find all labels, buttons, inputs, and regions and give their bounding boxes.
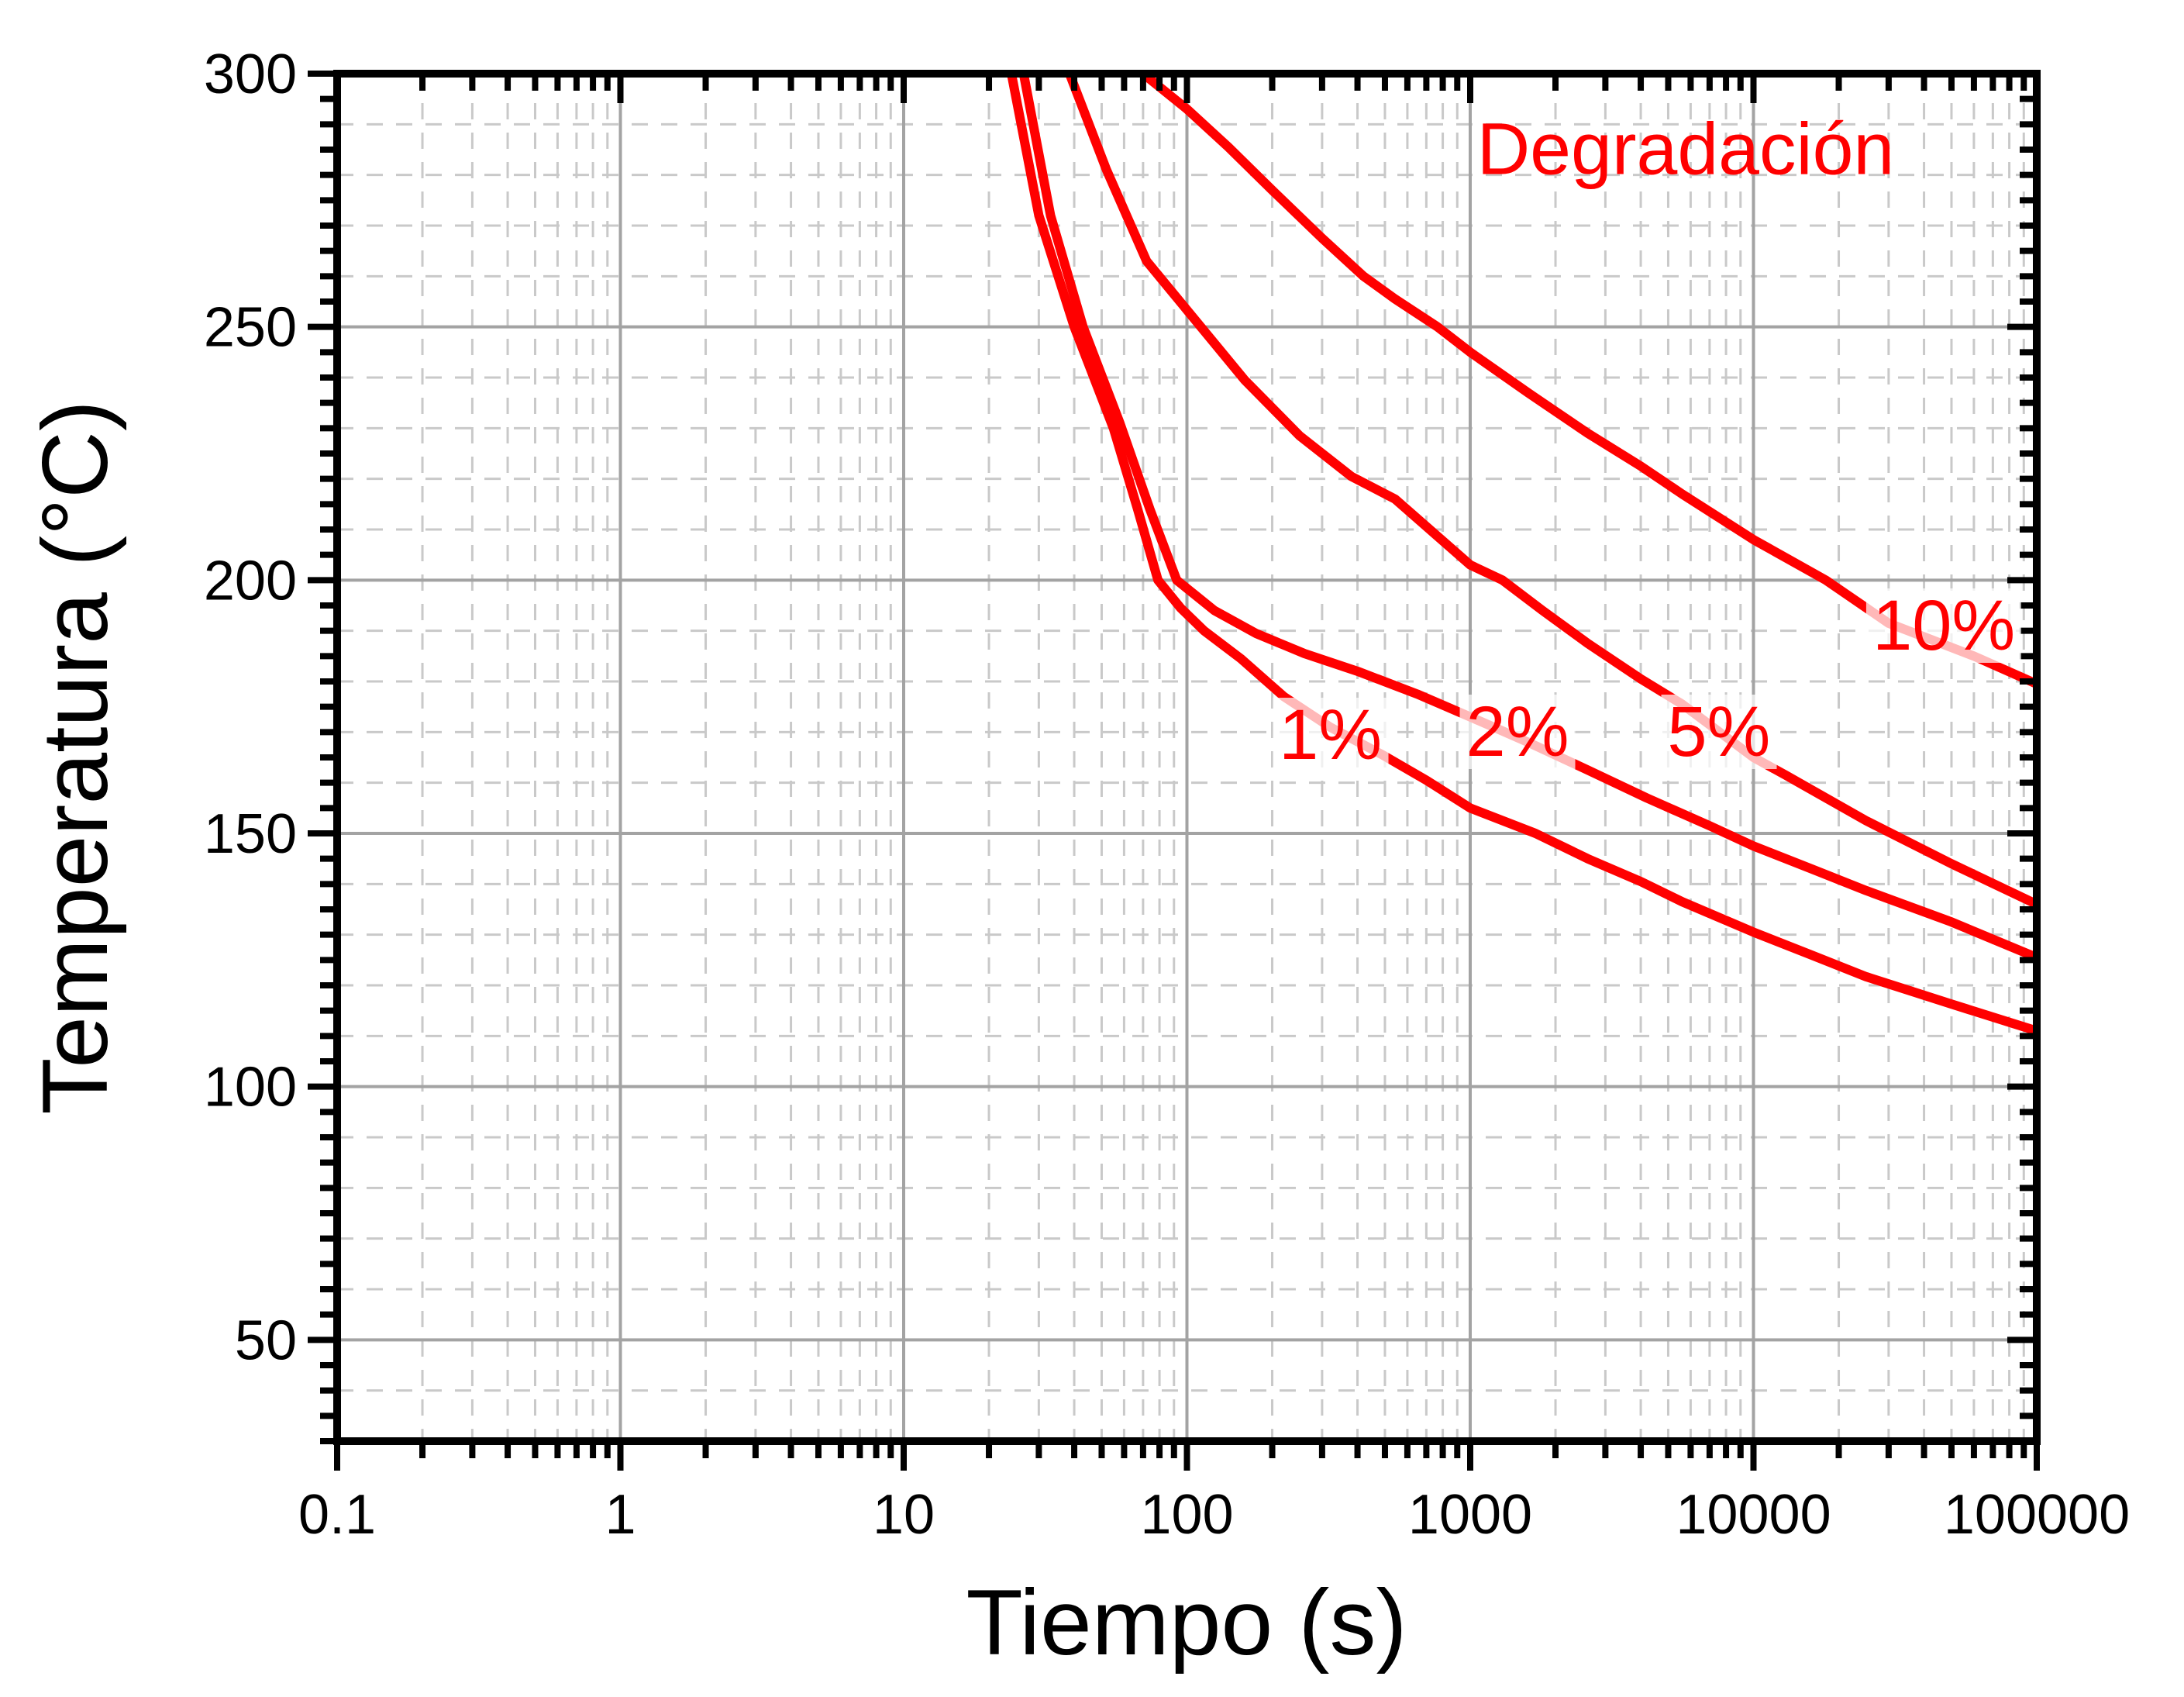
curve-2% — [1018, 74, 2037, 963]
x-tick-label-0.1: 0.1 — [298, 1484, 376, 1546]
curve-10% — [1138, 74, 2037, 689]
x-tick-label-100000: 100000 — [1944, 1484, 2130, 1546]
x-tick-label-1: 1 — [605, 1484, 636, 1546]
axes-box-and-ticks — [308, 70, 2041, 1471]
x-tick-label-10000: 10000 — [1676, 1484, 1831, 1546]
y-tick-label-200: 200 — [204, 550, 297, 612]
x-axis-title: Tiempo (s) — [966, 1571, 1407, 1675]
curve-label-10%: 10% — [1866, 588, 2022, 664]
y-tick-label-250: 250 — [204, 297, 297, 359]
y-tick-label-300: 300 — [204, 43, 297, 105]
curve-label-2%: 2% — [1459, 695, 1576, 770]
tick-labels: 0.1 1 10 100 1000 10000 100000 50 100 150 200 250 30… — [204, 43, 2130, 1546]
x-tick-label-10: 10 — [873, 1484, 935, 1546]
y-tick-label-150: 150 — [204, 803, 297, 865]
curve-label-1%: 1% — [1273, 697, 1389, 772]
y-tick-label-50: 50 — [235, 1309, 297, 1371]
degradation-curves — [1007, 74, 2037, 1036]
x-tick-label-100: 100 — [1140, 1484, 1233, 1546]
curve-label-5%: 5% — [1661, 695, 1777, 770]
x-tick-label-1000: 1000 — [1408, 1484, 1532, 1546]
y-axis-title: Temperatura (°C) — [23, 400, 127, 1115]
chart-title-degradacion: Degradación — [1476, 108, 1895, 191]
curve-5% — [1065, 74, 2037, 909]
y-tick-label-100: 100 — [204, 1057, 297, 1119]
